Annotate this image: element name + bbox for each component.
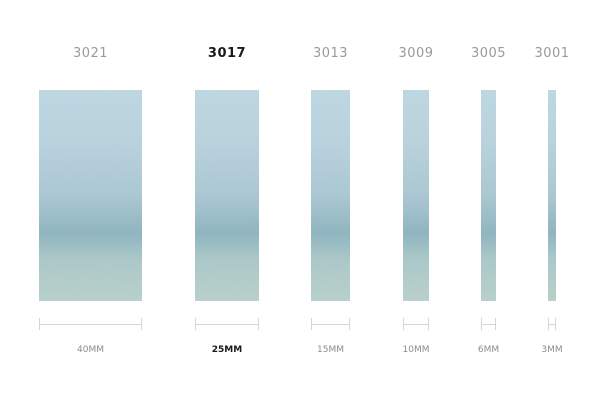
ribbon-option-3013[interactable]: 3013 15MM	[311, 0, 350, 400]
ribbon-option-3009[interactable]: 3009 10MM	[398, 0, 433, 400]
width-label: 40MM	[77, 345, 104, 355]
width-measure	[311, 318, 350, 330]
ribbon-code: 3001	[534, 46, 570, 61]
width-measure	[403, 318, 429, 330]
width-label: 25MM	[211, 345, 243, 355]
width-measure	[481, 318, 496, 330]
width-measure	[195, 318, 259, 330]
ribbon-swatch	[548, 90, 556, 301]
ribbon-option-3017[interactable]: 3017 25MM	[195, 0, 259, 400]
width-label: 6MM	[477, 345, 500, 355]
ribbon-option-3021[interactable]: 3021 40MM	[39, 0, 142, 400]
ribbon-swatch	[481, 90, 496, 301]
ribbon-swatch	[403, 90, 429, 301]
ribbon-code: 3005	[470, 46, 507, 61]
ribbon-swatch	[311, 90, 350, 301]
ribbon-option-3001[interactable]: 3001 3MM	[534, 0, 569, 400]
ribbon-code: 3021	[72, 46, 109, 61]
ribbon-code: 3017	[207, 46, 247, 61]
ribbon-code: 3013	[312, 46, 349, 61]
ribbon-swatch	[39, 90, 142, 301]
width-measure	[548, 318, 556, 330]
ribbon-option-3005[interactable]: 3005 6MM	[471, 0, 506, 400]
width-label: 15MM	[317, 345, 344, 355]
width-measure	[39, 318, 142, 330]
width-label: 10MM	[402, 345, 430, 355]
ribbon-code: 3009	[398, 46, 434, 61]
width-label: 3MM	[541, 345, 563, 355]
ribbon-swatch	[195, 90, 259, 301]
